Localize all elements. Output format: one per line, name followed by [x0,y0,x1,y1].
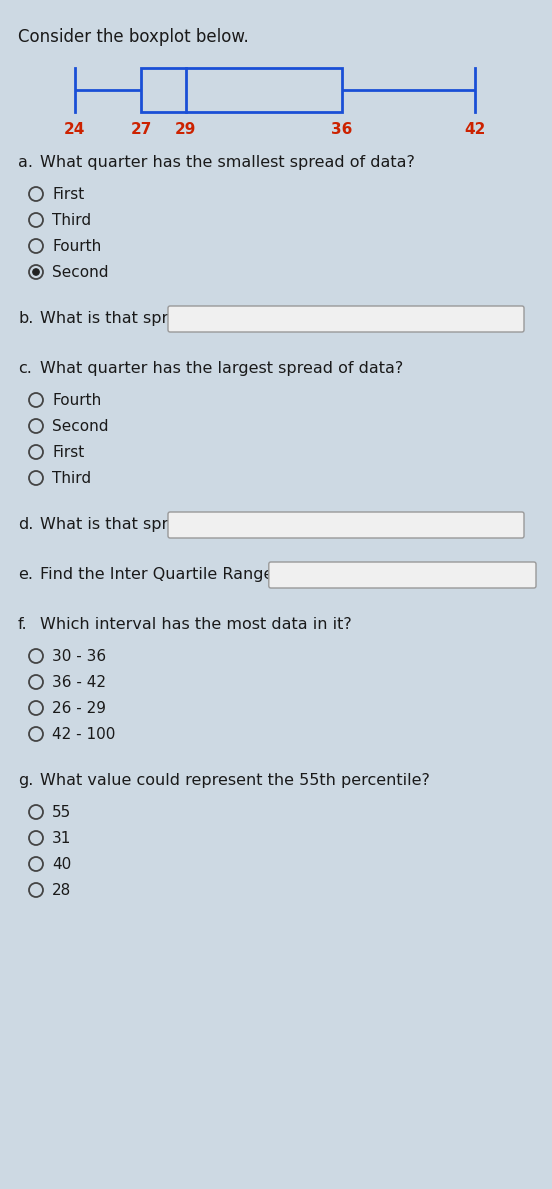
Text: Third: Third [52,213,91,228]
Text: 42 - 100: 42 - 100 [52,726,115,742]
Text: 40: 40 [52,857,71,872]
Text: g.: g. [18,773,33,788]
Text: Second: Second [52,419,109,434]
Text: Third: Third [52,471,91,486]
FancyBboxPatch shape [168,306,524,332]
Text: What quarter has the largest spread of data?: What quarter has the largest spread of d… [40,361,404,376]
Text: What quarter has the smallest spread of data?: What quarter has the smallest spread of … [40,155,415,170]
Text: 31: 31 [52,831,71,847]
Text: What is that spread?: What is that spread? [40,312,206,326]
Text: First: First [52,187,84,202]
Text: a.: a. [18,155,33,170]
Text: 55: 55 [52,805,71,820]
Text: 24: 24 [64,122,85,137]
Text: What value could represent the 55th percentile?: What value could represent the 55th perc… [40,773,430,788]
Bar [141,68,342,112]
Text: 36: 36 [331,122,353,137]
FancyBboxPatch shape [168,512,524,537]
Text: Consider the boxplot below.: Consider the boxplot below. [18,29,249,46]
Text: c.: c. [18,361,32,376]
Text: 27: 27 [131,122,152,137]
Text: First: First [52,445,84,460]
Text: 29: 29 [175,122,197,137]
Text: 36 - 42: 36 - 42 [52,675,106,690]
Text: f.: f. [18,617,28,633]
Circle shape [33,269,39,275]
Text: d.: d. [18,517,33,531]
Text: Second: Second [52,265,109,279]
Text: 42: 42 [465,122,486,137]
Text: What is that spread?: What is that spread? [40,517,206,531]
Text: Which interval has the most data in it?: Which interval has the most data in it? [40,617,352,633]
Text: 26 - 29: 26 - 29 [52,702,106,716]
Text: b.: b. [18,312,33,326]
Text: 30 - 36: 30 - 36 [52,649,106,663]
Text: Fourth: Fourth [52,394,101,408]
Text: Find the Inter Quartile Range (IQR):: Find the Inter Quartile Range (IQR): [40,567,325,581]
Text: e.: e. [18,567,33,581]
Text: Fourth: Fourth [52,239,101,254]
FancyBboxPatch shape [269,562,536,589]
Text: 28: 28 [52,883,71,898]
